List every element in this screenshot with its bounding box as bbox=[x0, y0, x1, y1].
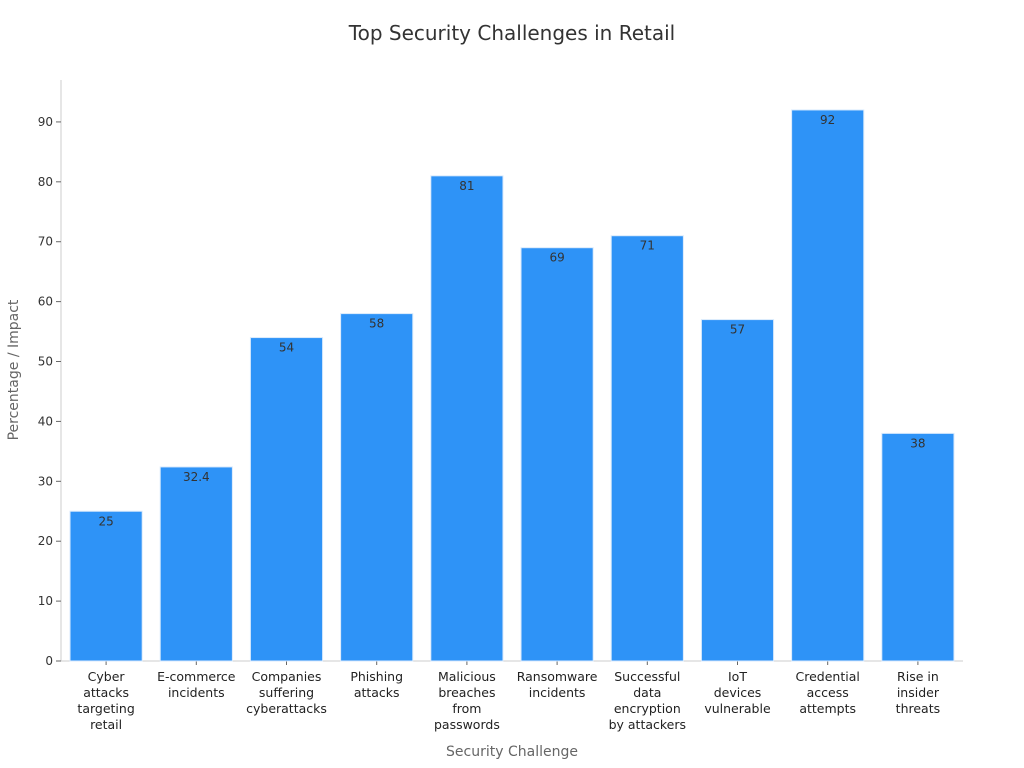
x-tick-label-line: encryption bbox=[614, 701, 681, 716]
x-tick-label-line: by attackers bbox=[609, 717, 686, 732]
bar-value-label: 32.4 bbox=[183, 470, 210, 484]
y-tick-label: 20 bbox=[38, 534, 53, 548]
x-axis-title: Security Challenge bbox=[446, 744, 578, 760]
bar bbox=[69, 510, 143, 662]
x-tick-label-line: passwords bbox=[434, 717, 500, 732]
bar bbox=[340, 313, 414, 662]
x-tick-label-line: Ransomware bbox=[517, 669, 598, 684]
x-tick-label-line: attacks bbox=[354, 685, 400, 700]
bar-value-label: 38 bbox=[910, 436, 925, 450]
x-tick-label: Malicious breaches from passwords bbox=[434, 669, 500, 732]
x-tick-label-line: devices bbox=[714, 685, 762, 700]
x-tick-label-line: incidents bbox=[168, 685, 225, 700]
bar-value-label: 54 bbox=[279, 341, 294, 355]
bar bbox=[700, 319, 775, 662]
bar bbox=[159, 466, 233, 662]
bar bbox=[520, 247, 594, 662]
x-tick-label-line: data bbox=[633, 685, 661, 700]
x-tick-label-line: Cyber bbox=[88, 669, 126, 684]
chart-title: Top Security Challenges in Retail bbox=[348, 21, 675, 45]
y-axis-title: Percentage / Impact bbox=[6, 299, 22, 440]
x-tick-label: Successful data encryption by attackers bbox=[609, 669, 686, 732]
x-tick-label-line: insider bbox=[897, 685, 940, 700]
bar bbox=[430, 175, 504, 662]
bar-value-label: 57 bbox=[730, 323, 745, 337]
bar bbox=[610, 235, 684, 662]
x-tick-label-line: Companies bbox=[252, 669, 322, 684]
x-tick-label: Rise in insider threats bbox=[896, 669, 940, 716]
bar-value-label: 71 bbox=[640, 239, 655, 253]
x-tick-label-line: Successful bbox=[614, 669, 680, 684]
x-tick-label-line: vulnerable bbox=[704, 701, 771, 716]
bar bbox=[791, 109, 865, 662]
x-tick-label: Companies suffering cyberattacks bbox=[246, 669, 327, 716]
bar bbox=[881, 432, 955, 662]
y-tick-label: 0 bbox=[45, 654, 53, 668]
x-tick-label-line: E-commerce bbox=[157, 669, 236, 684]
x-tick-label: Phishing attacks bbox=[350, 669, 403, 700]
x-tick-label-line: from bbox=[452, 701, 481, 716]
bar-value-label: 69 bbox=[549, 251, 564, 265]
data-labels-group: 25 32.4 54 58 81 69 71 57 92 38 bbox=[98, 113, 925, 528]
x-tick-label-line: cyberattacks bbox=[246, 701, 327, 716]
y-tick-label: 70 bbox=[38, 235, 53, 249]
x-tick-label-line: suffering bbox=[259, 685, 314, 700]
x-tick-label: Credential access attempts bbox=[796, 669, 860, 716]
x-tick-label-line: retail bbox=[90, 717, 122, 732]
x-tick-label-line: access bbox=[807, 685, 849, 700]
y-tick-label: 90 bbox=[38, 115, 53, 129]
x-tick-label: IoT devices vulnerable bbox=[704, 669, 771, 716]
x-tick-label-line: targeting bbox=[77, 701, 134, 716]
x-axis bbox=[61, 660, 963, 665]
x-tick-label-line: threats bbox=[896, 701, 940, 716]
bar-value-label: 92 bbox=[820, 113, 835, 127]
y-tick-label: 60 bbox=[38, 295, 53, 309]
x-tick-label-line: IoT bbox=[728, 669, 747, 684]
x-tick-label-line: attempts bbox=[799, 701, 856, 716]
x-tick-label-line: Rise in bbox=[897, 669, 939, 684]
y-tick-label: 40 bbox=[38, 414, 53, 428]
x-tick-label-line: attacks bbox=[83, 685, 129, 700]
x-tick-label-line: incidents bbox=[529, 685, 586, 700]
x-tick-label: Cyber attacks targeting retail bbox=[77, 669, 134, 732]
x-tick-label: Ransomware incidents bbox=[517, 669, 598, 700]
x-tick-label-line: Phishing bbox=[350, 669, 403, 684]
y-axis: 0 10 20 30 40 50 60 70 80 90 bbox=[38, 80, 62, 668]
bar-value-label: 81 bbox=[459, 179, 474, 193]
y-tick-label: 80 bbox=[38, 175, 53, 189]
bar-value-label: 25 bbox=[98, 514, 113, 528]
bar-value-label: 58 bbox=[369, 317, 384, 331]
y-tick-label: 30 bbox=[38, 474, 53, 488]
y-tick-label: 10 bbox=[38, 594, 53, 608]
x-tick-label: E-commerce incidents bbox=[157, 669, 236, 700]
x-tick-label-line: Malicious bbox=[438, 669, 496, 684]
y-tick-label: 50 bbox=[38, 355, 53, 369]
x-tick-label-line: Credential bbox=[796, 669, 860, 684]
bars-group bbox=[69, 109, 955, 662]
x-tick-label-line: breaches bbox=[438, 685, 495, 700]
bar bbox=[249, 337, 324, 662]
